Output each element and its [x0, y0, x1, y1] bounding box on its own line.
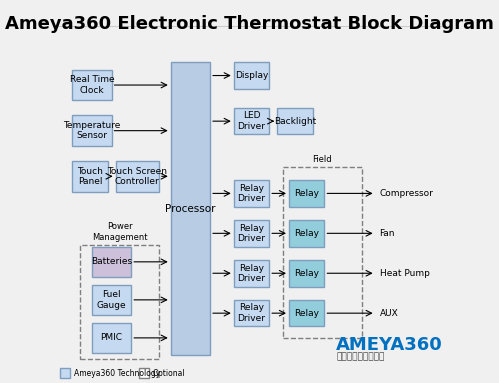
Text: Fuel
Gauge: Fuel Gauge — [97, 290, 126, 309]
Text: Relay
Driver: Relay Driver — [238, 184, 265, 203]
Text: AMEYA360: AMEYA360 — [336, 337, 443, 355]
FancyBboxPatch shape — [72, 115, 112, 146]
FancyBboxPatch shape — [171, 62, 210, 355]
FancyBboxPatch shape — [289, 260, 324, 286]
FancyBboxPatch shape — [92, 247, 131, 277]
FancyBboxPatch shape — [92, 322, 131, 353]
Text: Backlight: Backlight — [273, 117, 316, 126]
Text: Touch
Panel: Touch Panel — [77, 167, 103, 186]
Text: Fan: Fan — [380, 229, 395, 238]
Text: Batteries: Batteries — [91, 257, 132, 266]
Text: Real Time
Clock: Real Time Clock — [69, 75, 114, 95]
FancyBboxPatch shape — [289, 220, 324, 247]
FancyBboxPatch shape — [72, 70, 112, 100]
Text: Relay
Driver: Relay Driver — [238, 224, 265, 243]
Text: Display: Display — [235, 71, 268, 80]
FancyBboxPatch shape — [234, 260, 269, 286]
FancyBboxPatch shape — [234, 108, 269, 134]
Text: Relay
Driver: Relay Driver — [238, 303, 265, 323]
FancyBboxPatch shape — [139, 368, 149, 378]
FancyBboxPatch shape — [60, 368, 70, 378]
Text: Power
Management: Power Management — [92, 222, 147, 242]
Text: Heat Pump: Heat Pump — [380, 269, 430, 278]
Text: Relay: Relay — [294, 229, 319, 238]
Text: Ameya360 Electronic Thermostat Block Diagram: Ameya360 Electronic Thermostat Block Dia… — [5, 15, 494, 33]
Text: Processor: Processor — [165, 204, 216, 214]
Text: 电子元器件供应平台: 电子元器件供应平台 — [336, 352, 385, 362]
Text: Ameya360 Technology: Ameya360 Technology — [74, 369, 160, 378]
Text: Touch Screen
Controller: Touch Screen Controller — [107, 167, 167, 186]
FancyBboxPatch shape — [234, 62, 269, 89]
FancyBboxPatch shape — [234, 220, 269, 247]
Text: Compressor: Compressor — [380, 189, 434, 198]
Text: Temperature
Sensor: Temperature Sensor — [63, 121, 121, 140]
Text: Relay: Relay — [294, 189, 319, 198]
Text: Relay: Relay — [294, 309, 319, 318]
FancyBboxPatch shape — [72, 161, 108, 192]
Text: Relay: Relay — [294, 269, 319, 278]
FancyBboxPatch shape — [289, 180, 324, 207]
FancyBboxPatch shape — [115, 161, 159, 192]
Text: PMIC: PMIC — [101, 333, 123, 342]
FancyBboxPatch shape — [289, 300, 324, 326]
FancyBboxPatch shape — [92, 285, 131, 315]
Text: AUX: AUX — [380, 309, 398, 318]
Text: Optional: Optional — [153, 369, 186, 378]
Text: Relay
Driver: Relay Driver — [238, 264, 265, 283]
FancyBboxPatch shape — [234, 180, 269, 207]
Text: LED
Driver: LED Driver — [238, 111, 265, 131]
FancyBboxPatch shape — [277, 108, 312, 134]
Text: Field: Field — [312, 155, 332, 164]
FancyBboxPatch shape — [234, 300, 269, 326]
